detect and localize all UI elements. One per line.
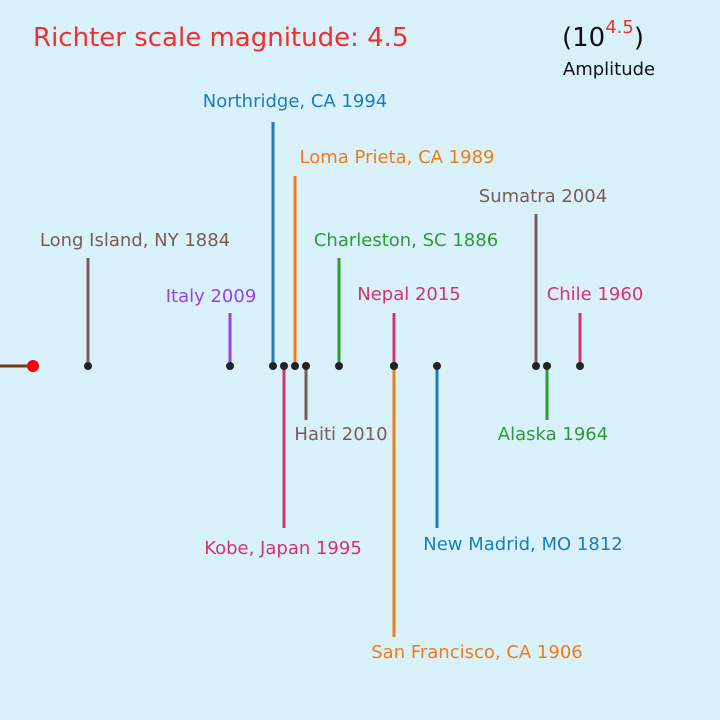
title: Richter scale magnitude: 4.5 bbox=[33, 23, 409, 53]
event-label: Long Island, NY 1884 bbox=[40, 230, 230, 251]
event-label: Italy 2009 bbox=[166, 286, 257, 307]
event-point bbox=[335, 362, 343, 370]
event-label: Chile 1960 bbox=[547, 284, 644, 305]
event-label: Kobe, Japan 1995 bbox=[204, 538, 362, 559]
event-label: Northridge, CA 1994 bbox=[203, 91, 388, 112]
event-point bbox=[84, 362, 92, 370]
event-point bbox=[532, 362, 540, 370]
event-label: Haiti 2010 bbox=[294, 424, 387, 445]
amplitude-formula: (104.5) bbox=[562, 17, 644, 53]
event-label: San Francisco, CA 1906 bbox=[371, 642, 583, 663]
event-point bbox=[302, 362, 310, 370]
event-point bbox=[291, 362, 299, 370]
amplitude-exponent: 4.5 bbox=[605, 17, 634, 38]
event-label: Nepal 2015 bbox=[357, 284, 461, 305]
event-label: Loma Prieta, CA 1989 bbox=[300, 147, 495, 168]
event-point bbox=[226, 362, 234, 370]
event-point bbox=[433, 362, 441, 370]
amplitude-base: (10 bbox=[562, 23, 605, 53]
event-point bbox=[269, 362, 277, 370]
event-label: Charleston, SC 1886 bbox=[314, 230, 498, 251]
event-point bbox=[576, 362, 584, 370]
event-label: Sumatra 2004 bbox=[479, 186, 607, 207]
title-magnitude: 4.5 bbox=[367, 23, 408, 53]
event-point bbox=[543, 362, 551, 370]
title-label: Richter scale magnitude: bbox=[33, 23, 359, 53]
event-point bbox=[390, 362, 398, 370]
amplitude-close: ) bbox=[634, 23, 644, 53]
slider-point[interactable] bbox=[27, 360, 39, 372]
amplitude-label: Amplitude bbox=[563, 59, 655, 80]
event-label: Alaska 1964 bbox=[498, 424, 608, 445]
event-point bbox=[280, 362, 288, 370]
event-label: New Madrid, MO 1812 bbox=[423, 534, 622, 555]
